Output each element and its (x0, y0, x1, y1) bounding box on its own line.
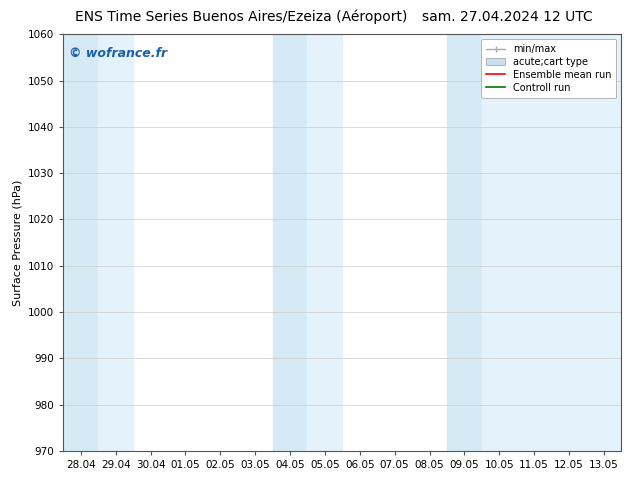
Bar (447, 34, 482, 451)
Bar (63, 34, 98, 451)
Bar (307, 34, 342, 451)
Bar (98, 34, 133, 451)
Bar (482, 34, 621, 451)
Text: © wofrance.fr: © wofrance.fr (69, 47, 167, 60)
Y-axis label: Surface Pressure (hPa): Surface Pressure (hPa) (13, 179, 23, 306)
Bar (273, 34, 307, 451)
Text: sam. 27.04.2024 12 UTC: sam. 27.04.2024 12 UTC (422, 10, 593, 24)
Legend: min/max, acute;cart type, Ensemble mean run, Controll run: min/max, acute;cart type, Ensemble mean … (481, 39, 616, 98)
Text: ENS Time Series Buenos Aires/Ezeiza (Aéroport): ENS Time Series Buenos Aires/Ezeiza (Aér… (75, 10, 407, 24)
